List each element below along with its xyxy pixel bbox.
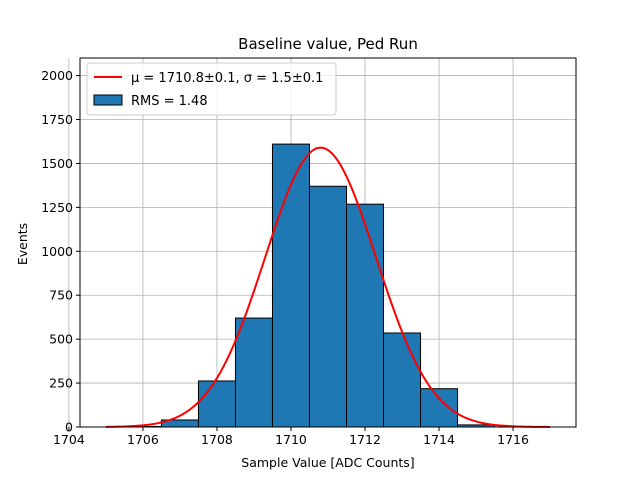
y-tick-label: 500 — [49, 332, 73, 347]
x-tick-label: 1716 — [497, 432, 529, 447]
legend-histogram-label: RMS = 1.48 — [131, 94, 208, 109]
x-tick-label: 1706 — [127, 432, 159, 447]
y-axis-label: Events — [15, 223, 30, 265]
y-tick-label: 0 — [65, 420, 73, 435]
legend-fit-label: μ = 1710.8±0.1, σ = 1.5±0.1 — [131, 71, 323, 86]
histogram-bar — [308, 185, 348, 428]
x-tick-label: 1708 — [201, 432, 233, 447]
x-tick-label: 1704 — [53, 432, 85, 447]
plot-area — [68, 58, 576, 428]
axes-frame — [79, 57, 577, 428]
y-tick-label: 1750 — [41, 112, 73, 127]
histogram-bar — [271, 143, 310, 428]
x-axis-label: Sample Value [ADC Counts] — [241, 455, 414, 470]
histogram-bar — [420, 388, 459, 428]
histogram-bars — [123, 143, 496, 428]
y-axis-ticks: 0 250 500 750 1000 1250 1500 1750 2000 — [41, 68, 80, 435]
y-tick-label: 250 — [49, 376, 73, 391]
y-tick-label: 750 — [49, 288, 73, 303]
gaussian-fit-curve — [105, 146, 551, 428]
histogram-bar — [383, 332, 422, 428]
y-tick-label: 1000 — [41, 244, 73, 259]
x-tick-label: 1712 — [349, 432, 381, 447]
x-tick-label: 1714 — [423, 432, 455, 447]
histogram-bar — [234, 317, 273, 428]
legend-histogram-swatch — [93, 94, 123, 106]
x-tick-label: 1710 — [275, 432, 307, 447]
legend-box — [86, 62, 337, 116]
histogram-bar — [197, 380, 236, 428]
legend: μ = 1710.8±0.1, σ = 1.5±0.1 RMS = 1.48 — [86, 62, 337, 116]
chart-title: Baseline value, Ped Run — [238, 35, 418, 53]
y-tick-label: 2000 — [41, 68, 73, 83]
histogram-bar — [346, 203, 385, 428]
y-tick-label: 1250 — [41, 200, 73, 215]
x-axis-ticks: 1704 1706 1708 1710 1712 1714 1716 — [53, 427, 529, 447]
y-tick-label: 1500 — [41, 156, 73, 171]
